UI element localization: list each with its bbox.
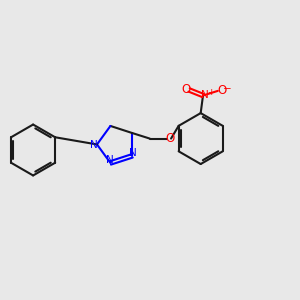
- Text: −: −: [223, 84, 231, 94]
- Text: N: N: [90, 140, 98, 150]
- Text: O: O: [181, 83, 190, 96]
- Text: O: O: [218, 84, 226, 97]
- Text: N: N: [201, 90, 209, 100]
- Text: +: +: [207, 88, 214, 97]
- Text: O: O: [165, 132, 175, 145]
- Text: N: N: [106, 155, 113, 165]
- Text: N: N: [129, 148, 137, 158]
